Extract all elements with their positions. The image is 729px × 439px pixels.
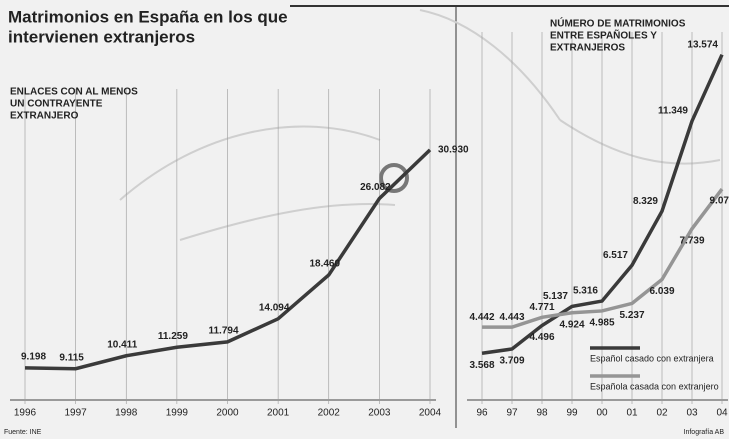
- value-label: 6.517: [603, 250, 628, 261]
- subtitle-line: NÚMERO DE MATRIMONIOS: [550, 17, 686, 30]
- subtitle-line: ENTRE ESPAÑOLES Y: [550, 29, 657, 42]
- value-label: 8.329: [633, 196, 658, 207]
- x-tick-label: 2003: [368, 408, 391, 419]
- value-label: 5.137: [543, 291, 568, 302]
- x-tick-label: 2002: [318, 408, 341, 419]
- value-label: 7.739: [679, 235, 704, 246]
- x-tick-label: 00: [596, 408, 608, 419]
- value-label: 26.082: [360, 182, 391, 193]
- value-label: 5.316: [573, 286, 598, 297]
- subtitle-line: UN CONTRAYENTE: [10, 99, 103, 110]
- x-tick-label: 2001: [267, 408, 290, 419]
- x-tick-label: 1998: [115, 408, 138, 419]
- value-label: 4.985: [589, 318, 614, 329]
- value-label: 4.771: [529, 302, 554, 313]
- subtitle-line: ENLACES CON AL MENOS: [10, 87, 138, 98]
- ring-illustration: [379, 163, 409, 193]
- value-label: 9.198: [21, 352, 46, 363]
- value-label: 5.237: [619, 310, 644, 321]
- value-label: 4.496: [529, 332, 554, 343]
- value-label: 11.259: [158, 331, 188, 342]
- value-label: 9.070: [709, 196, 729, 207]
- x-tick-label: 96: [476, 408, 488, 419]
- value-label: 3.709: [499, 356, 524, 367]
- x-tick-label: 99: [566, 408, 578, 419]
- value-label: 3.568: [469, 360, 494, 371]
- data-line: [481, 188, 724, 329]
- data-line: [481, 53, 724, 355]
- x-tick-label: 2004: [419, 408, 442, 419]
- value-label: 6.039: [649, 286, 674, 297]
- subtitle-line: EXTRANJEROS: [550, 43, 625, 54]
- subtitle-line: EXTRANJERO: [10, 111, 79, 122]
- x-tick-label: 04: [716, 408, 728, 419]
- x-tick-label: 2000: [216, 408, 239, 419]
- x-tick-label: 02: [656, 408, 668, 419]
- value-label: 11.794: [208, 326, 238, 337]
- x-tick-label: 01: [626, 408, 638, 419]
- hands-illustration: [119, 9, 721, 241]
- data-line: [24, 148, 432, 371]
- value-label: 4.443: [499, 312, 524, 323]
- source: Fuente: INE: [4, 429, 42, 436]
- value-label: 10.411: [107, 339, 137, 350]
- x-tick-label: 1997: [65, 408, 88, 419]
- x-tick-label: 1999: [166, 408, 189, 419]
- x-tick-label: 97: [506, 408, 518, 419]
- credit: Infografía AB: [684, 429, 725, 436]
- value-label: 14.094: [259, 302, 290, 313]
- title-line: intervienen extranjeros: [8, 27, 195, 46]
- title-line: Matrimonios en España en los que: [8, 7, 288, 26]
- value-label: 4.924: [559, 319, 584, 330]
- value-label: 18.460: [309, 259, 340, 270]
- value-label: 30.930: [438, 145, 469, 156]
- value-label: 9.115: [59, 352, 84, 363]
- value-label: 13.574: [687, 39, 718, 50]
- value-label: 4.442: [469, 312, 494, 323]
- legend-label: Española casada con extranjero: [590, 381, 719, 391]
- value-label: 11.349: [658, 106, 688, 117]
- x-tick-label: 98: [536, 408, 548, 419]
- x-tick-label: 1996: [14, 408, 37, 419]
- legend-label: Español casado con extranjera: [590, 353, 714, 363]
- x-tick-label: 03: [686, 408, 698, 419]
